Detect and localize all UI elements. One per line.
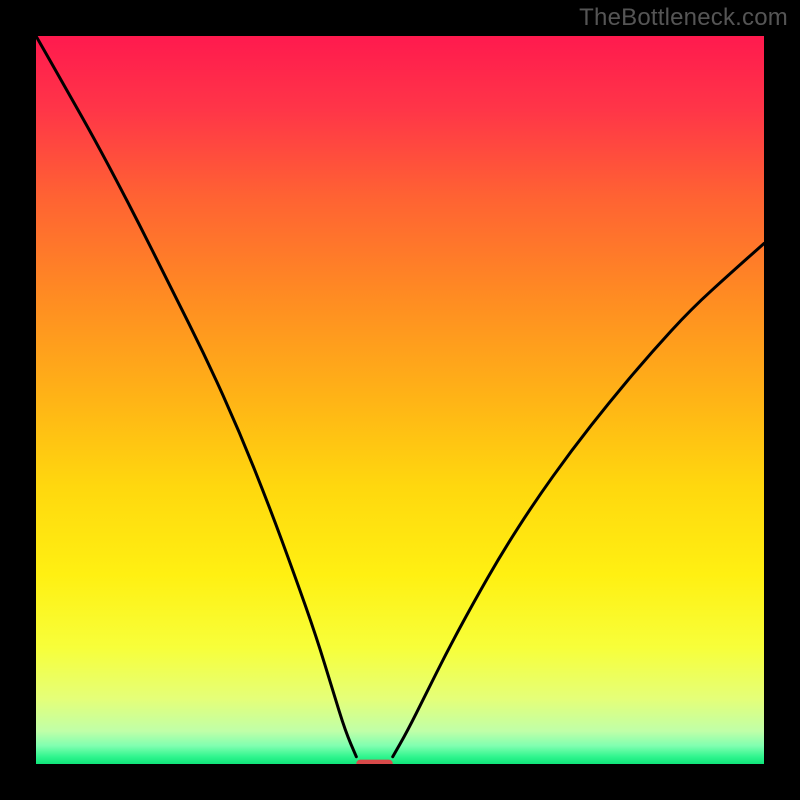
chart-canvas: TheBottleneck.com bbox=[0, 0, 800, 800]
watermark-text: TheBottleneck.com bbox=[579, 4, 788, 32]
plot-area bbox=[36, 36, 764, 764]
chart-svg bbox=[0, 0, 800, 800]
